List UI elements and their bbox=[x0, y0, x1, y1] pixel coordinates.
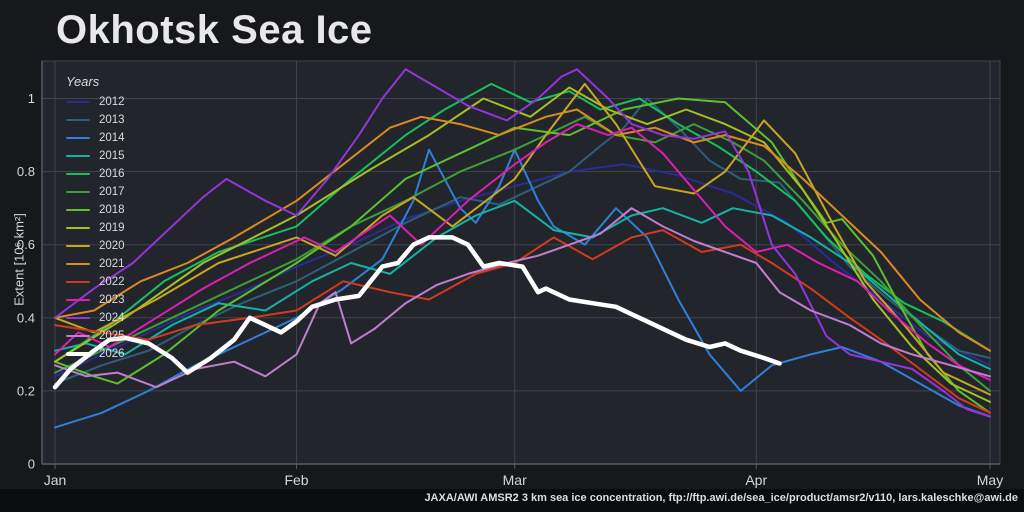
legend-swatch-2013 bbox=[66, 119, 90, 121]
legend-swatch-2012 bbox=[66, 101, 90, 103]
x-tick-label: Mar bbox=[503, 472, 527, 488]
legend-item-label: 2024 bbox=[99, 312, 125, 324]
series-line-2020 bbox=[54, 82, 991, 396]
x-tick-label: May bbox=[977, 472, 1003, 488]
legend-item-label: 2021 bbox=[99, 258, 125, 270]
legend-item-2020: 2020 bbox=[66, 237, 125, 255]
legend-item-2026: 2026 bbox=[66, 345, 125, 363]
legend-item-2016: 2016 bbox=[66, 165, 125, 183]
legend-swatch-2019 bbox=[66, 227, 90, 229]
legend-item-2014: 2014 bbox=[66, 129, 125, 147]
legend-item-label: 2013 bbox=[99, 114, 125, 126]
x-tick-label: Feb bbox=[284, 472, 308, 488]
legend-item-label: 2026 bbox=[99, 348, 125, 360]
legend-title: Years bbox=[66, 74, 100, 89]
legend-swatch-2017 bbox=[66, 191, 90, 193]
y-tick-label: 0.6 bbox=[17, 237, 35, 252]
legend-item-2024: 2024 bbox=[66, 309, 125, 327]
legend-item-2021: 2021 bbox=[66, 255, 125, 273]
legend-item-2015: 2015 bbox=[66, 147, 125, 165]
legend-item-2012: 2012 bbox=[66, 93, 125, 111]
series-line-2023 bbox=[54, 123, 991, 381]
legend-item-label: 2020 bbox=[99, 240, 125, 252]
legend-item-label: 2012 bbox=[99, 96, 125, 108]
legend-swatch-2018 bbox=[66, 209, 90, 211]
legend-item-2013: 2013 bbox=[66, 111, 125, 129]
series-line-2022 bbox=[54, 229, 991, 414]
page-title: Okhotsk Sea Ice bbox=[56, 8, 373, 52]
legend-swatch-2024 bbox=[66, 317, 90, 319]
legend-item-2017: 2017 bbox=[66, 183, 125, 201]
series-line-2012 bbox=[54, 163, 991, 378]
y-axis-label: Extent [10⁶ km²] bbox=[11, 213, 27, 306]
series-line-2013 bbox=[54, 97, 991, 385]
y-tick-label: 0.4 bbox=[17, 310, 35, 325]
legend-item-label: 2014 bbox=[99, 132, 125, 144]
legend-item-2025: 2025 bbox=[66, 327, 125, 345]
plot-area bbox=[41, 60, 1001, 465]
legend-item-2018: 2018 bbox=[66, 201, 125, 219]
legend-swatch-2025 bbox=[66, 335, 90, 337]
series-line-2021 bbox=[54, 108, 991, 352]
legend: Years 2012 2013 2014 2015 2016 2017 2018 2019 20… bbox=[66, 74, 125, 363]
legend-item-label: 2016 bbox=[99, 168, 125, 180]
legend-item-2022: 2022 bbox=[66, 273, 125, 291]
legend-swatch-2022 bbox=[66, 281, 90, 283]
legend-swatch-2014 bbox=[66, 137, 90, 139]
legend-swatch-2016 bbox=[66, 173, 90, 175]
legend-item-label: 2015 bbox=[99, 150, 125, 162]
y-tick-label: 1 bbox=[28, 91, 35, 106]
x-tick-label: Jan bbox=[44, 472, 67, 488]
legend-rows: 2012 2013 2014 2015 2016 2017 2018 2019 2020 2021… bbox=[66, 93, 125, 363]
legend-swatch-2023 bbox=[66, 299, 90, 301]
legend-swatch-2020 bbox=[66, 245, 90, 247]
legend-item-label: 2019 bbox=[99, 222, 125, 234]
legend-swatch-2021 bbox=[66, 263, 90, 265]
legend-swatch-2015 bbox=[66, 155, 90, 157]
legend-item-label: 2022 bbox=[99, 276, 125, 288]
legend-item-2023: 2023 bbox=[66, 291, 125, 309]
legend-item-label: 2018 bbox=[99, 204, 125, 216]
legend-item-2019: 2019 bbox=[66, 219, 125, 237]
legend-item-label: 2025 bbox=[99, 330, 125, 342]
legend-item-label: 2017 bbox=[99, 186, 125, 198]
series-line-2026 bbox=[52, 235, 782, 390]
x-tick-label: Apr bbox=[745, 472, 767, 488]
legend-swatch-2026 bbox=[66, 352, 90, 356]
y-tick-label: 0.8 bbox=[17, 164, 35, 179]
footer-bar: JAXA/AWI AMSR2 3 km sea ice concentratio… bbox=[0, 489, 1024, 512]
attribution-text: JAXA/AWI AMSR2 3 km sea ice concentratio… bbox=[424, 492, 1018, 504]
legend-item-label: 2023 bbox=[99, 294, 125, 306]
y-tick-label: 0 bbox=[28, 457, 35, 472]
series-line-2024 bbox=[54, 68, 991, 418]
series-line-2014 bbox=[54, 148, 991, 429]
y-tick-label: 0.2 bbox=[17, 383, 35, 398]
